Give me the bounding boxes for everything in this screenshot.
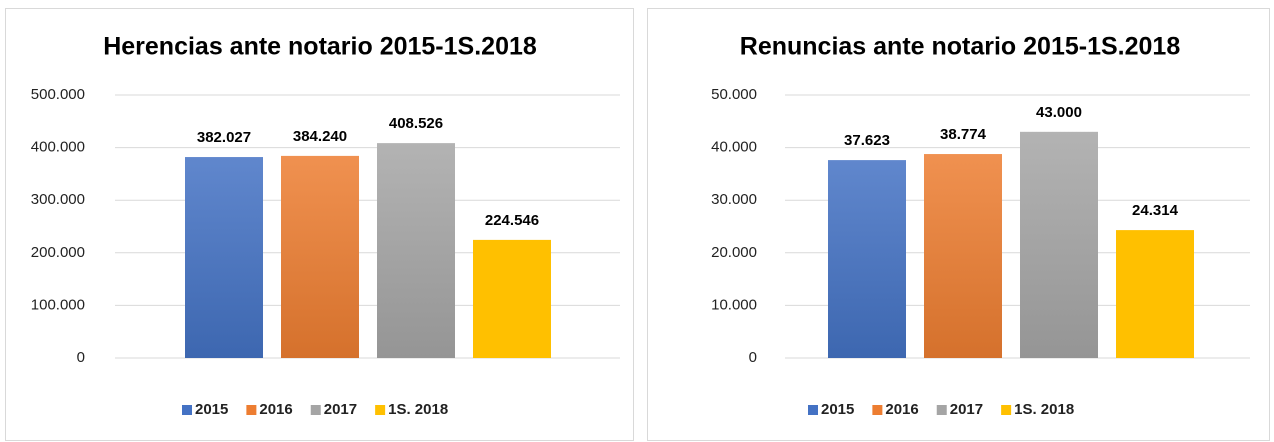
legend-swatch bbox=[872, 405, 883, 415]
y-tick-label: 500.000 bbox=[31, 86, 85, 103]
data-label: 384.240 bbox=[293, 128, 347, 145]
legend-swatch bbox=[808, 405, 818, 415]
chart-title: Herencias ante notario 2015-1S.2018 bbox=[103, 33, 537, 61]
legend-label: 2015 bbox=[195, 401, 228, 418]
legend-swatch bbox=[310, 405, 321, 415]
data-label: 408.526 bbox=[389, 115, 443, 132]
y-tick-label: 40.000 bbox=[711, 139, 757, 156]
data-label: 43.000 bbox=[1036, 104, 1082, 121]
legend-label: 2016 bbox=[885, 401, 918, 418]
y-tick-label: 300.000 bbox=[31, 191, 85, 208]
chart-title: Renuncias ante notario 2015-1S.2018 bbox=[740, 33, 1181, 61]
data-label: 224.546 bbox=[485, 212, 539, 229]
bar bbox=[828, 160, 906, 358]
y-tick-label: 400.000 bbox=[31, 139, 85, 156]
legend-swatch bbox=[1001, 405, 1012, 415]
bar bbox=[377, 143, 455, 358]
y-tick-label: 200.000 bbox=[31, 244, 85, 261]
data-label: 38.774 bbox=[940, 126, 987, 143]
legend-swatch bbox=[936, 405, 947, 415]
y-tick-label: 100.000 bbox=[31, 296, 85, 313]
bar bbox=[281, 155, 359, 358]
y-tick-label: 30.000 bbox=[711, 191, 757, 208]
legend-label: 2016 bbox=[259, 401, 292, 418]
bar bbox=[185, 157, 263, 358]
legend-label: 1S. 2018 bbox=[388, 401, 448, 418]
y-tick-label: 20.000 bbox=[711, 244, 757, 261]
y-tick-label: 10.000 bbox=[711, 296, 757, 313]
legend-swatch bbox=[375, 405, 386, 415]
legend-label: 2017 bbox=[950, 401, 983, 418]
legend-label: 1S. 2018 bbox=[1014, 401, 1074, 418]
bar bbox=[473, 239, 551, 358]
legend-label: 2015 bbox=[821, 401, 854, 418]
data-label: 24.314 bbox=[1132, 202, 1179, 219]
legend-label: 2017 bbox=[324, 401, 357, 418]
bar bbox=[1020, 131, 1098, 358]
legend-swatch bbox=[182, 405, 192, 415]
y-tick-label: 0 bbox=[77, 349, 85, 366]
legend-swatch bbox=[246, 405, 257, 415]
y-tick-label: 0 bbox=[749, 349, 757, 366]
bar bbox=[924, 154, 1002, 358]
data-label: 382.027 bbox=[197, 129, 251, 146]
bar bbox=[1116, 230, 1194, 358]
data-label: 37.623 bbox=[844, 132, 890, 149]
y-tick-label: 50.000 bbox=[711, 86, 757, 103]
